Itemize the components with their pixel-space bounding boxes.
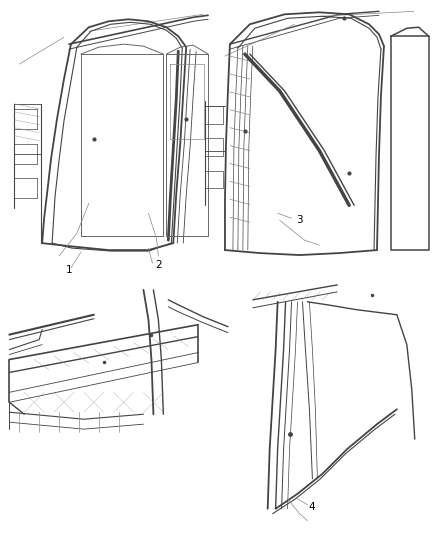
Text: 2: 2 — [155, 260, 162, 270]
Text: 4: 4 — [308, 502, 315, 512]
Bar — [205, 106, 223, 124]
Text: 3: 3 — [296, 215, 303, 225]
Text: 1: 1 — [66, 265, 72, 275]
Bar — [205, 138, 223, 156]
Bar — [205, 171, 223, 188]
